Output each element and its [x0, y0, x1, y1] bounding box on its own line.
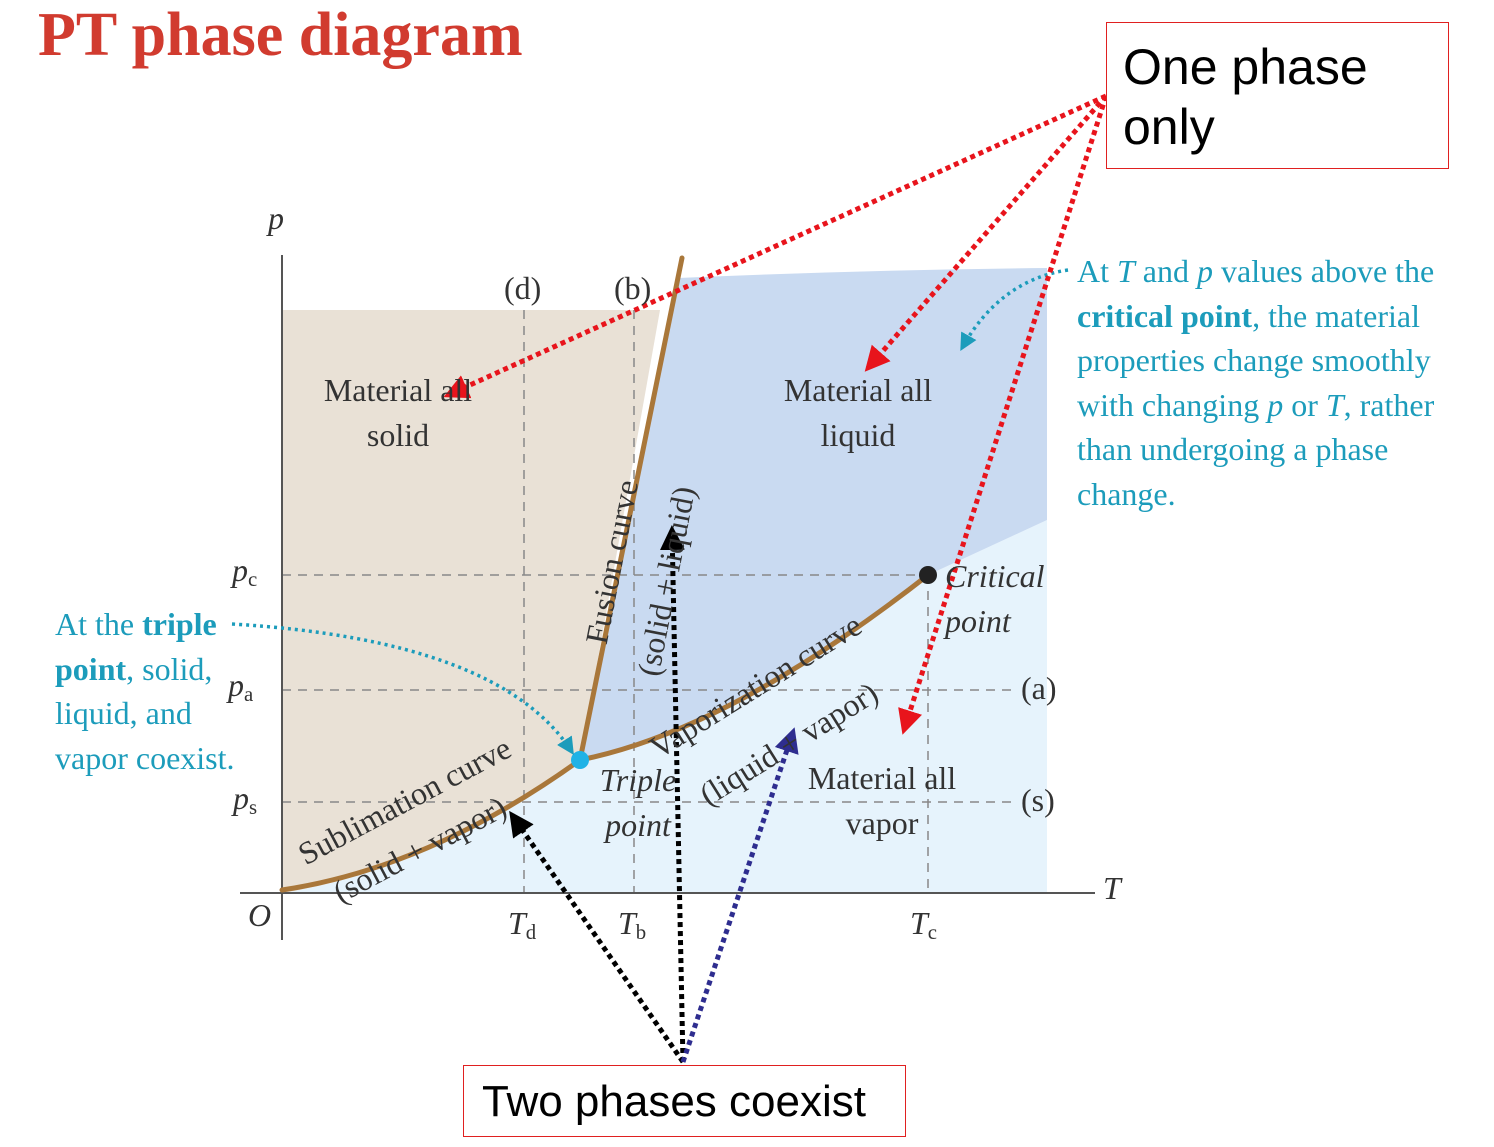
tick-pa: pa — [228, 667, 254, 707]
page-title: PT phase diagram — [38, 1, 523, 69]
line-label-a: (a) — [1021, 670, 1057, 706]
vapor-region — [282, 520, 1047, 893]
tick-tc: Tc — [910, 905, 938, 945]
line-label-s: (s) — [1021, 782, 1055, 818]
critical-point-label: Critical point — [945, 558, 1045, 639]
triple-point-label: Triple point — [599, 762, 677, 843]
arrow-to-fusion — [659, 525, 686, 1063]
origin-label: O — [248, 897, 272, 933]
x-axis-label: T — [1103, 870, 1121, 906]
tick-pc: pc — [232, 552, 258, 592]
vaporization-curve — [577, 572, 931, 763]
triple-point-dot — [571, 751, 589, 769]
two-phases-callout: Two phases coexist — [463, 1065, 906, 1137]
arrow-to-solid — [443, 93, 1108, 399]
line-label-d: (d) — [504, 270, 542, 306]
liquid-region-label: Material all liquid — [783, 372, 933, 453]
fusion-curve — [577, 255, 685, 763]
triple-point-note: At the triple point, solid, liquid, and v… — [55, 606, 235, 776]
tick-ps: ps — [233, 780, 258, 820]
solid-region-label: Material all solid — [323, 372, 473, 453]
two-phases-label: Two phases coexist — [482, 1077, 866, 1126]
y-axis-label: p — [268, 200, 284, 236]
arrow-to-vapor — [898, 95, 1109, 735]
one-phase-label: One phase only — [1123, 39, 1368, 155]
sublimation-curve — [279, 757, 583, 893]
arrow-to-liquid — [864, 94, 1108, 372]
tick-td: Td — [508, 905, 537, 945]
arrow-to-vaporization — [680, 727, 799, 1063]
critical-note-arrow — [960, 268, 1069, 352]
critical-point-note: At T and p values above the critical poi… — [1077, 253, 1435, 512]
tick-tb: Tb — [618, 905, 647, 945]
liquid-region — [580, 268, 1047, 760]
line-label-b: (b) — [614, 270, 652, 306]
critical-point-dot — [919, 566, 937, 584]
vapor-region-label: Material all vapor — [807, 760, 957, 841]
one-phase-callout: One phase only — [1106, 22, 1449, 169]
